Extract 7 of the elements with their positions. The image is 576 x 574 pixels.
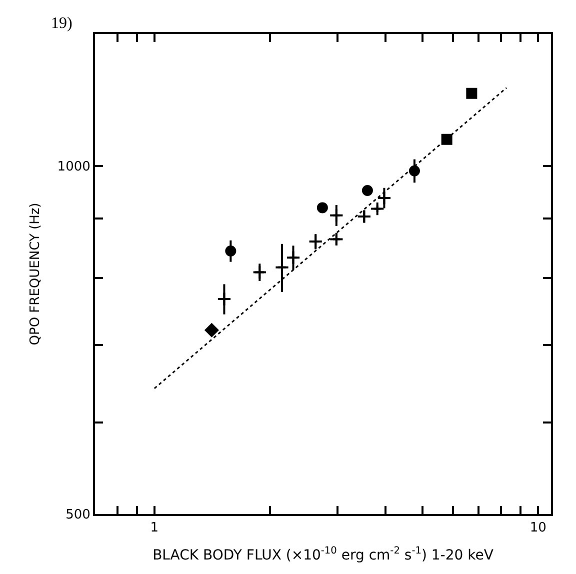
text: 19) — [51, 15, 72, 32]
x-tick-label: 1 — [150, 520, 159, 536]
y-tick-label: 1000 — [57, 159, 90, 174]
x-axis-title: BLACK BODY FLUX (×10$^{-10}$ erg cm$^{-2}$ s$^{-1}$) 1-20 keV — [152, 546, 494, 564]
x-tick-label: 10 — [530, 520, 546, 536]
y-axis-title: QPO FREQUENCY (Hz) — [28, 202, 43, 346]
y-tick-label: 500 — [66, 508, 90, 523]
